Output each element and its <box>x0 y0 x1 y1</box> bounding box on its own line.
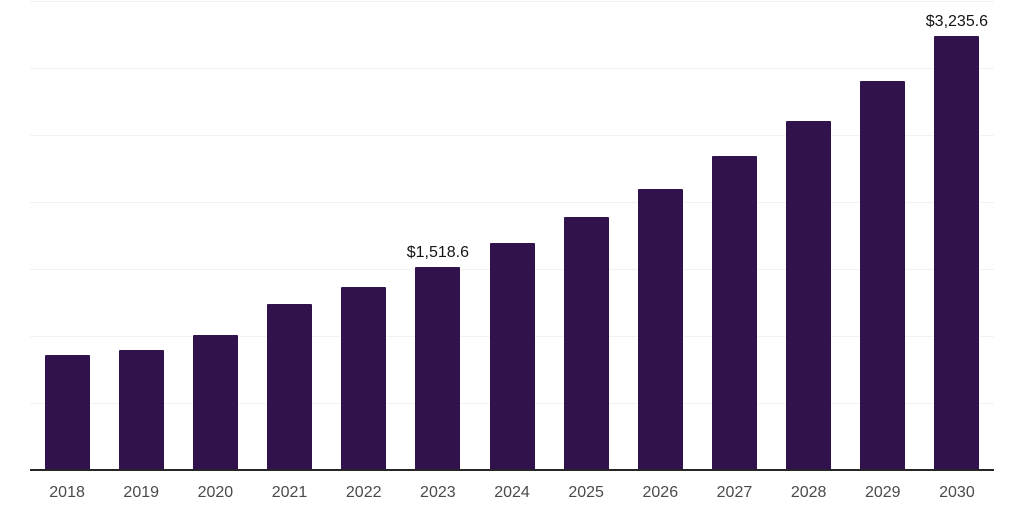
gridline-3500 <box>30 1 994 2</box>
x-tick-label-2024: 2024 <box>494 484 530 501</box>
bar-2020 <box>192 335 238 470</box>
bar-2024 <box>489 243 535 470</box>
gridline-2000 <box>30 202 994 203</box>
bar-2026 <box>637 188 683 470</box>
bar-2023 <box>415 266 461 470</box>
bar-2019 <box>118 350 164 470</box>
bar-2022 <box>341 286 387 470</box>
data-label-2023: $1,518.6 <box>406 243 469 261</box>
x-tick-label-2020: 2020 <box>197 484 234 501</box>
x-tick-label-2023: 2023 <box>420 484 456 501</box>
bar-2029 <box>860 80 906 470</box>
x-tick-label-2027: 2027 <box>716 484 753 501</box>
bar-2018 <box>44 354 90 470</box>
x-tick-label-2019: 2019 <box>123 484 160 501</box>
x-axis-line <box>30 469 994 471</box>
bar-2025 <box>563 217 609 470</box>
gridline-3000 <box>30 68 994 69</box>
x-tick-label-2021: 2021 <box>271 484 308 501</box>
bar-2030 <box>934 36 980 470</box>
x-tick-label-2026: 2026 <box>642 484 679 501</box>
x-tick-label-2018: 2018 <box>49 484 85 501</box>
bar-2021 <box>267 304 313 470</box>
x-tick-label-2028: 2028 <box>790 484 827 501</box>
bar-2028 <box>786 120 832 470</box>
data-label-2030: $3,235.6 <box>925 13 989 31</box>
x-tick-label-2029: 2029 <box>864 484 901 501</box>
x-tick-label-2030: 2030 <box>939 484 975 501</box>
x-tick-label-2022: 2022 <box>345 484 382 501</box>
x-tick-label-2025: 2025 <box>568 484 604 501</box>
gridline-2500 <box>30 135 994 136</box>
bar-2027 <box>711 156 757 470</box>
